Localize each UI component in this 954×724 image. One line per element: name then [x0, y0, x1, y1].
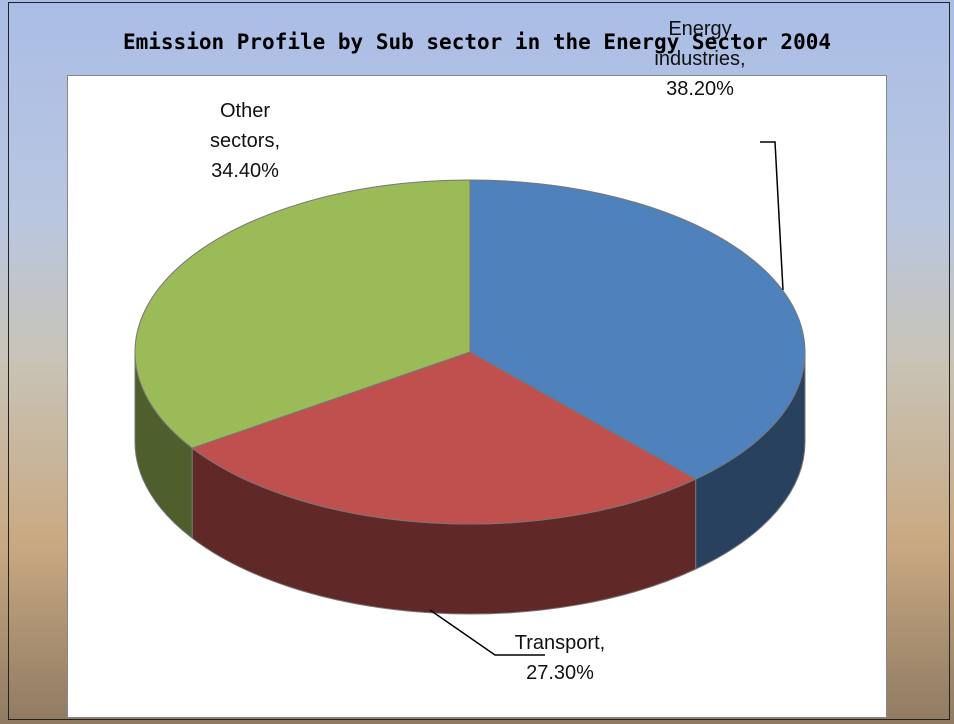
data-label: Energy industries, 38.20% [630, 14, 770, 104]
label-name: Energy industries [654, 18, 740, 70]
data-label: Other sectors, 34.40% [185, 96, 305, 186]
label-value: 34.40% [185, 156, 305, 186]
label-name: Transport [515, 632, 600, 654]
label-separator: , [740, 48, 746, 70]
pie-chart [0, 0, 954, 724]
label-name: Other sectors [210, 100, 274, 152]
chart: Emission Profile by Sub sector in the En… [0, 0, 954, 724]
label-separator: , [600, 632, 606, 654]
label-value: 27.30% [490, 658, 630, 688]
data-label: Transport, 27.30% [490, 628, 630, 688]
leader-line [760, 142, 783, 290]
label-separator: , [274, 130, 280, 152]
label-value: 38.20% [630, 74, 770, 104]
